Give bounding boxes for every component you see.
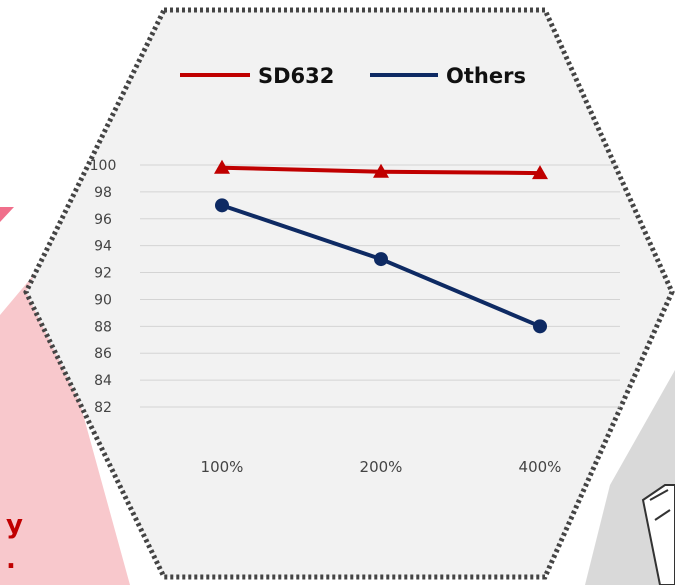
book-sketch-icon [641,484,675,585]
y-tick-label: 84 [94,373,112,389]
data-point-others [374,252,388,267]
legend-label-others: Others [446,64,526,88]
y-tick-label: 92 [94,266,112,282]
pink-pointer-icon [0,207,14,222]
x-tick-label: 100% [201,458,244,476]
y-tick-label: 96 [94,212,112,228]
line-chart: 82 84 86 88 90 92 94 96 98 100 100% 200% 400% [90,158,620,476]
data-point-others [215,198,229,213]
data-point-sd632 [214,159,230,174]
data-point-sd632 [373,163,389,178]
chart-legend: SD632 Others [180,64,526,88]
y-tick-label: 86 [94,346,112,362]
x-tick-label: 200% [360,458,403,476]
legend-label-sd632: SD632 [258,64,334,88]
x-tick-label: 400% [519,458,562,476]
y-tick-label: 88 [94,319,112,335]
partial-text-line-1: y [6,510,23,540]
y-tick-label: 100 [90,158,117,174]
y-tick-label: 90 [94,292,112,308]
y-tick-label: 98 [94,185,112,201]
pink-background-shape [0,265,130,585]
data-point-others [533,319,547,334]
y-tick-label: 94 [94,239,112,255]
data-point-sd632 [532,165,548,180]
hexagon-panel [23,7,675,580]
partial-text-line-2: . [6,545,16,575]
y-tick-label: 82 [94,400,112,416]
